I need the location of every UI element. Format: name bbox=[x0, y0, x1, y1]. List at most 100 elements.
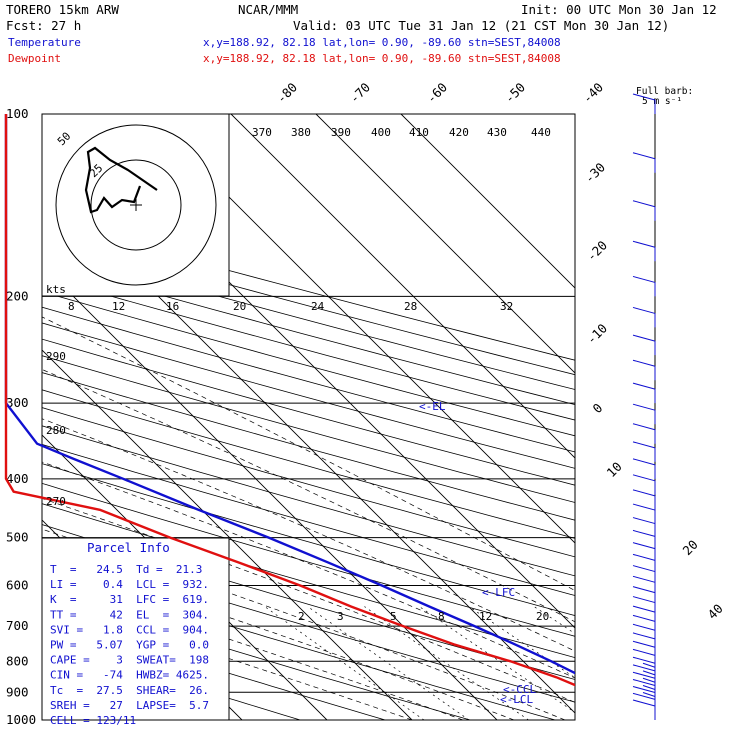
wind-barb bbox=[632, 359, 656, 381]
barb-key-title: Full barb: bbox=[636, 86, 693, 97]
wind-barb bbox=[632, 458, 656, 479]
wind-barb bbox=[632, 240, 656, 262]
model-title: TORERO 15km ARW bbox=[6, 2, 119, 17]
dry-adiabat bbox=[42, 246, 575, 390]
pressure-label: 900 bbox=[6, 684, 29, 699]
dry-adiabat bbox=[42, 322, 575, 469]
isotherm-label: -50 bbox=[502, 80, 529, 107]
isobar-lines: 1000 900 800 700 600 500 400 300 200 100 bbox=[6, 106, 576, 727]
wind-barb bbox=[632, 152, 656, 173]
parcel-info-row: T = 24.5 Td = 21.3 bbox=[50, 563, 202, 576]
parcel-info-row: CELL = 123/11 bbox=[50, 714, 136, 727]
isotherm-label: 0 bbox=[590, 400, 606, 416]
wind-barb bbox=[632, 542, 656, 563]
moist-adiabat bbox=[42, 418, 575, 652]
lfc-marker: <-LFC bbox=[482, 586, 515, 599]
theta-e-label: 440 bbox=[531, 126, 551, 139]
isotherm-label: -20 bbox=[584, 238, 611, 265]
mixing-ratio-line bbox=[419, 606, 575, 713]
parcel-info-row: K = 31 LFC = 619. bbox=[50, 593, 209, 606]
dry-adiabat bbox=[42, 463, 575, 617]
hodo-unit: kts bbox=[46, 283, 66, 296]
mixing-ratio-label: 12 bbox=[479, 610, 492, 623]
pressure-label: 1000 bbox=[6, 712, 36, 727]
dry-adiabat bbox=[42, 503, 575, 659]
dry-adiabat bbox=[42, 338, 575, 486]
moist-adiabat bbox=[42, 316, 575, 591]
wind-barb bbox=[632, 503, 656, 525]
isotherm-label: -60 bbox=[424, 80, 451, 107]
mixing-ratio-label: 5 bbox=[390, 610, 397, 623]
wind-barb bbox=[632, 565, 656, 586]
pressure-label: 100 bbox=[6, 106, 29, 121]
hodo-speed-label: 12 bbox=[112, 300, 125, 313]
isotherm-label: -10 bbox=[584, 321, 611, 348]
mixing-ratio-line bbox=[307, 606, 470, 720]
wind-barb bbox=[632, 403, 656, 425]
pressure-label: 800 bbox=[6, 653, 29, 668]
wind-barb-column bbox=[632, 93, 656, 720]
wind-barb bbox=[632, 423, 656, 444]
dry-adiabat bbox=[42, 355, 575, 503]
diagram-grid bbox=[42, 114, 575, 720]
wind-barb bbox=[632, 529, 656, 551]
dry-adiabat bbox=[42, 590, 472, 720]
parcel-info-row: LI = 0.4 LCL = 932. bbox=[50, 578, 209, 591]
hodo-speed-label: 16 bbox=[166, 300, 179, 313]
theta-label: 280 bbox=[46, 424, 66, 437]
theta-e-label: 420 bbox=[449, 126, 469, 139]
wind-barb bbox=[632, 334, 656, 356]
isotherm-line bbox=[400, 114, 575, 289]
sounding-traces bbox=[4, 114, 575, 687]
wind-barb bbox=[632, 553, 656, 575]
wind-barb bbox=[632, 441, 656, 462]
isotherm-label: 10 bbox=[604, 459, 625, 480]
series-line-dewpoint bbox=[4, 114, 575, 687]
mixing-ratio-label: 2 bbox=[298, 610, 305, 623]
barb-key-unit: 5 m s⁻¹ bbox=[642, 96, 682, 107]
isotherm-line bbox=[230, 114, 575, 459]
parcel-info-row: CAPE = 3 SWEAT= 198 bbox=[50, 654, 209, 667]
pressure-label: 300 bbox=[6, 395, 29, 410]
wind-barb bbox=[632, 474, 656, 495]
isotherm-label: 20 bbox=[680, 537, 701, 558]
parcel-info-title: Parcel Info bbox=[87, 540, 170, 555]
hodo-speed-label: 28 bbox=[404, 300, 417, 313]
wind-barb bbox=[632, 200, 656, 221]
mixing-ratio-line bbox=[533, 606, 575, 634]
hodo-speed-label: 32 bbox=[500, 300, 513, 313]
temperature-location: x,y=188.92, 82.18 lat,lon= 0.90, -89.60 … bbox=[203, 36, 561, 49]
pressure-label: 600 bbox=[6, 578, 29, 593]
theta-e-label: 400 bbox=[371, 126, 391, 139]
isotherm-line bbox=[42, 349, 413, 720]
dry-adiabat bbox=[42, 232, 575, 376]
dewpoint-legend: Dewpoint bbox=[8, 52, 61, 65]
hodo-speed-label: 24 bbox=[311, 300, 325, 313]
wind-barb bbox=[632, 517, 656, 538]
hodograph: 50 25 kts 8 12 16 20 24 28 32 bbox=[41, 113, 513, 313]
el-marker: <-EL bbox=[419, 400, 446, 413]
wind-barb bbox=[632, 382, 656, 404]
mixing-ratio-label: 8 bbox=[438, 610, 445, 623]
dewpoint-location: x,y=188.92, 82.18 lat,lon= 0.90, -89.60 … bbox=[203, 52, 561, 65]
wind-barb bbox=[632, 306, 656, 328]
ccl-marker: <-CCL bbox=[503, 683, 536, 696]
theta-e-label: 390 bbox=[331, 126, 351, 139]
mixing-ratio-line bbox=[264, 606, 425, 720]
hodo-speed-label: 8 bbox=[68, 300, 75, 313]
isotherm-label: -70 bbox=[347, 80, 374, 107]
isotherm-label: 40 bbox=[705, 601, 726, 622]
isotherm-label: -40 bbox=[580, 80, 607, 107]
parcel-info-row: Tc = 27.5 SHEAR= 26. bbox=[50, 684, 209, 697]
wind-barb bbox=[632, 575, 656, 597]
wind-barb bbox=[632, 489, 656, 510]
theta-e-label: 410 bbox=[409, 126, 429, 139]
mixing-ratio-line bbox=[468, 606, 575, 679]
isotherm-line bbox=[145, 114, 575, 544]
moist-adiabat bbox=[42, 597, 413, 720]
parcel-info-box: Parcel Info T = 24.5 Td = 21.3 LI = 0.4 L… bbox=[41, 537, 230, 727]
parcel-info-row: CIN = -74 HWBZ= 4625. bbox=[50, 669, 209, 682]
lcl-marker: <-LCL bbox=[500, 693, 533, 706]
dry-adiabat bbox=[42, 276, 575, 421]
